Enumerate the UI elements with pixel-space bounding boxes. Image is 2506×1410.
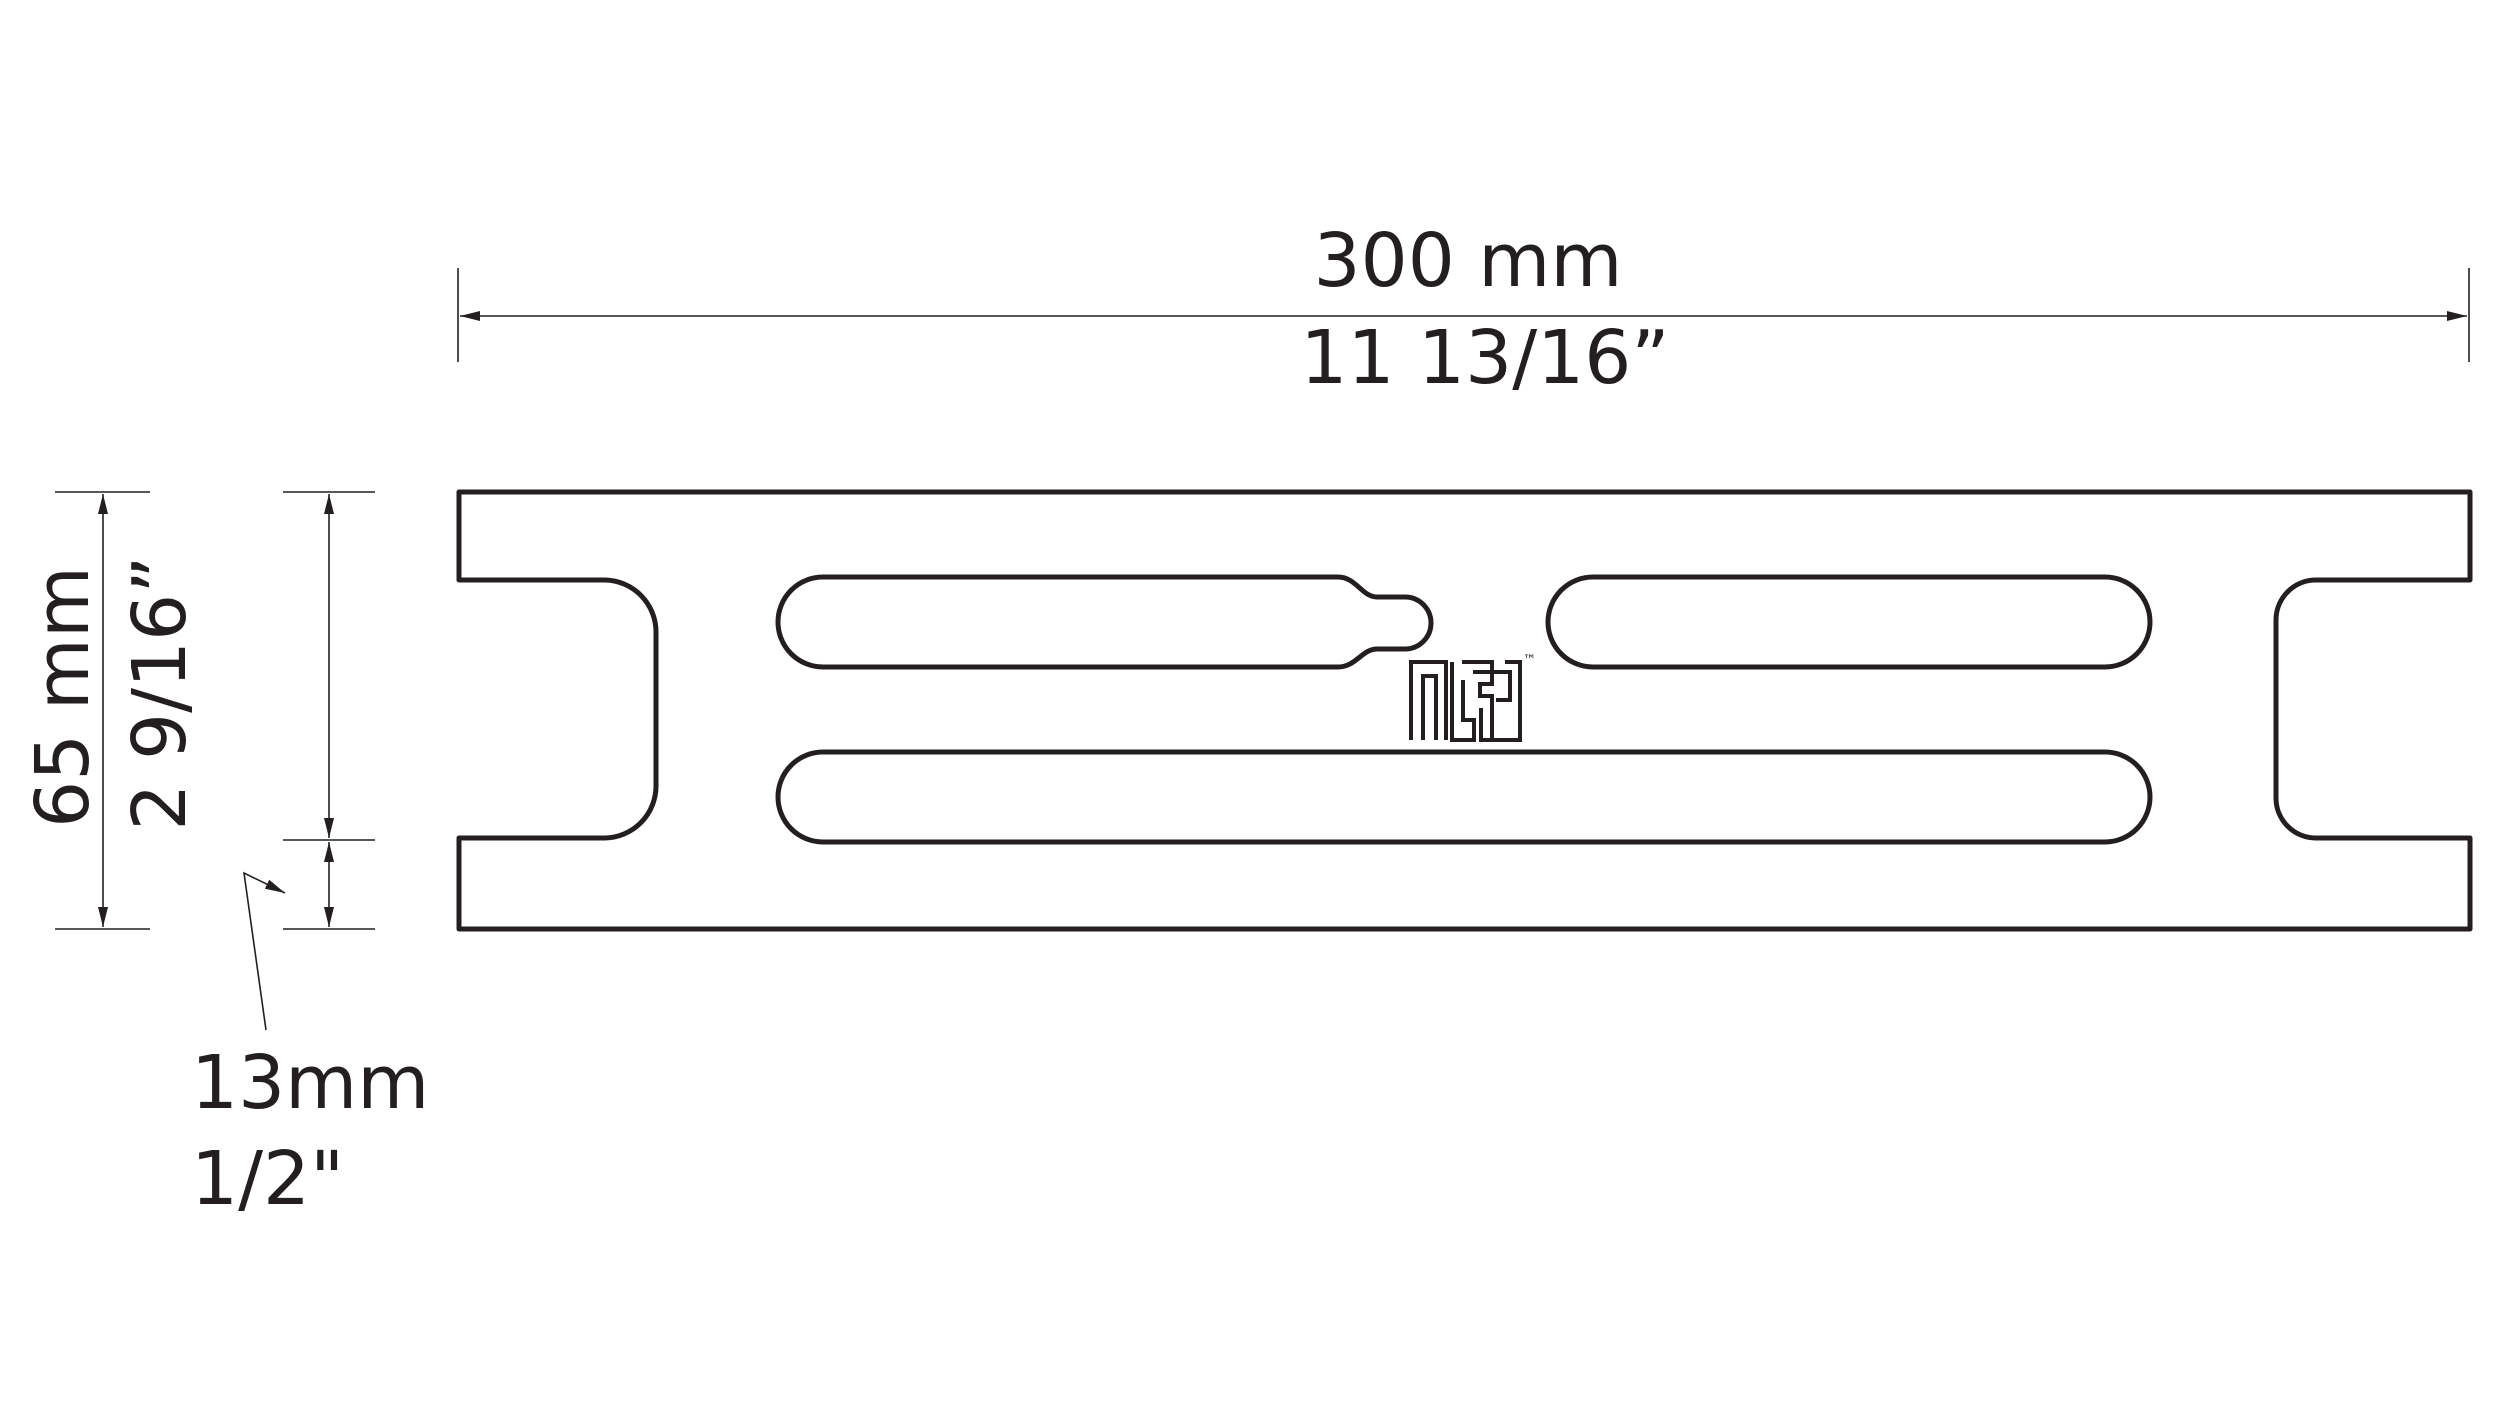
- slot-top-right: [1545, 574, 2153, 670]
- length-metric-label: 300 mm: [1314, 218, 1623, 304]
- inner-height-dimension: [283, 491, 375, 930]
- part-outline: [456, 489, 2473, 932]
- height-imperial-label: 2 9/16”: [117, 555, 203, 830]
- slot-top-left: [775, 574, 1434, 670]
- height-metric-label: 65 mm: [20, 566, 106, 828]
- foot-callout: 13mm 1/2": [191, 871, 429, 1222]
- brand-logo: ™: [1409, 653, 1536, 742]
- length-imperial-label: 11 13/16”: [1300, 315, 1669, 401]
- foot-leader-line: [242, 871, 286, 1031]
- foot-imperial-label: 1/2": [191, 1136, 344, 1222]
- length-dimension: 300 mm 11 13/16”: [457, 218, 2470, 401]
- height-dimension: 65 mm 2 9/16”: [20, 491, 203, 930]
- foot-metric-label: 13mm: [191, 1040, 429, 1126]
- trademark-symbol: ™: [1523, 653, 1536, 668]
- slot-bottom-long: [775, 749, 2153, 845]
